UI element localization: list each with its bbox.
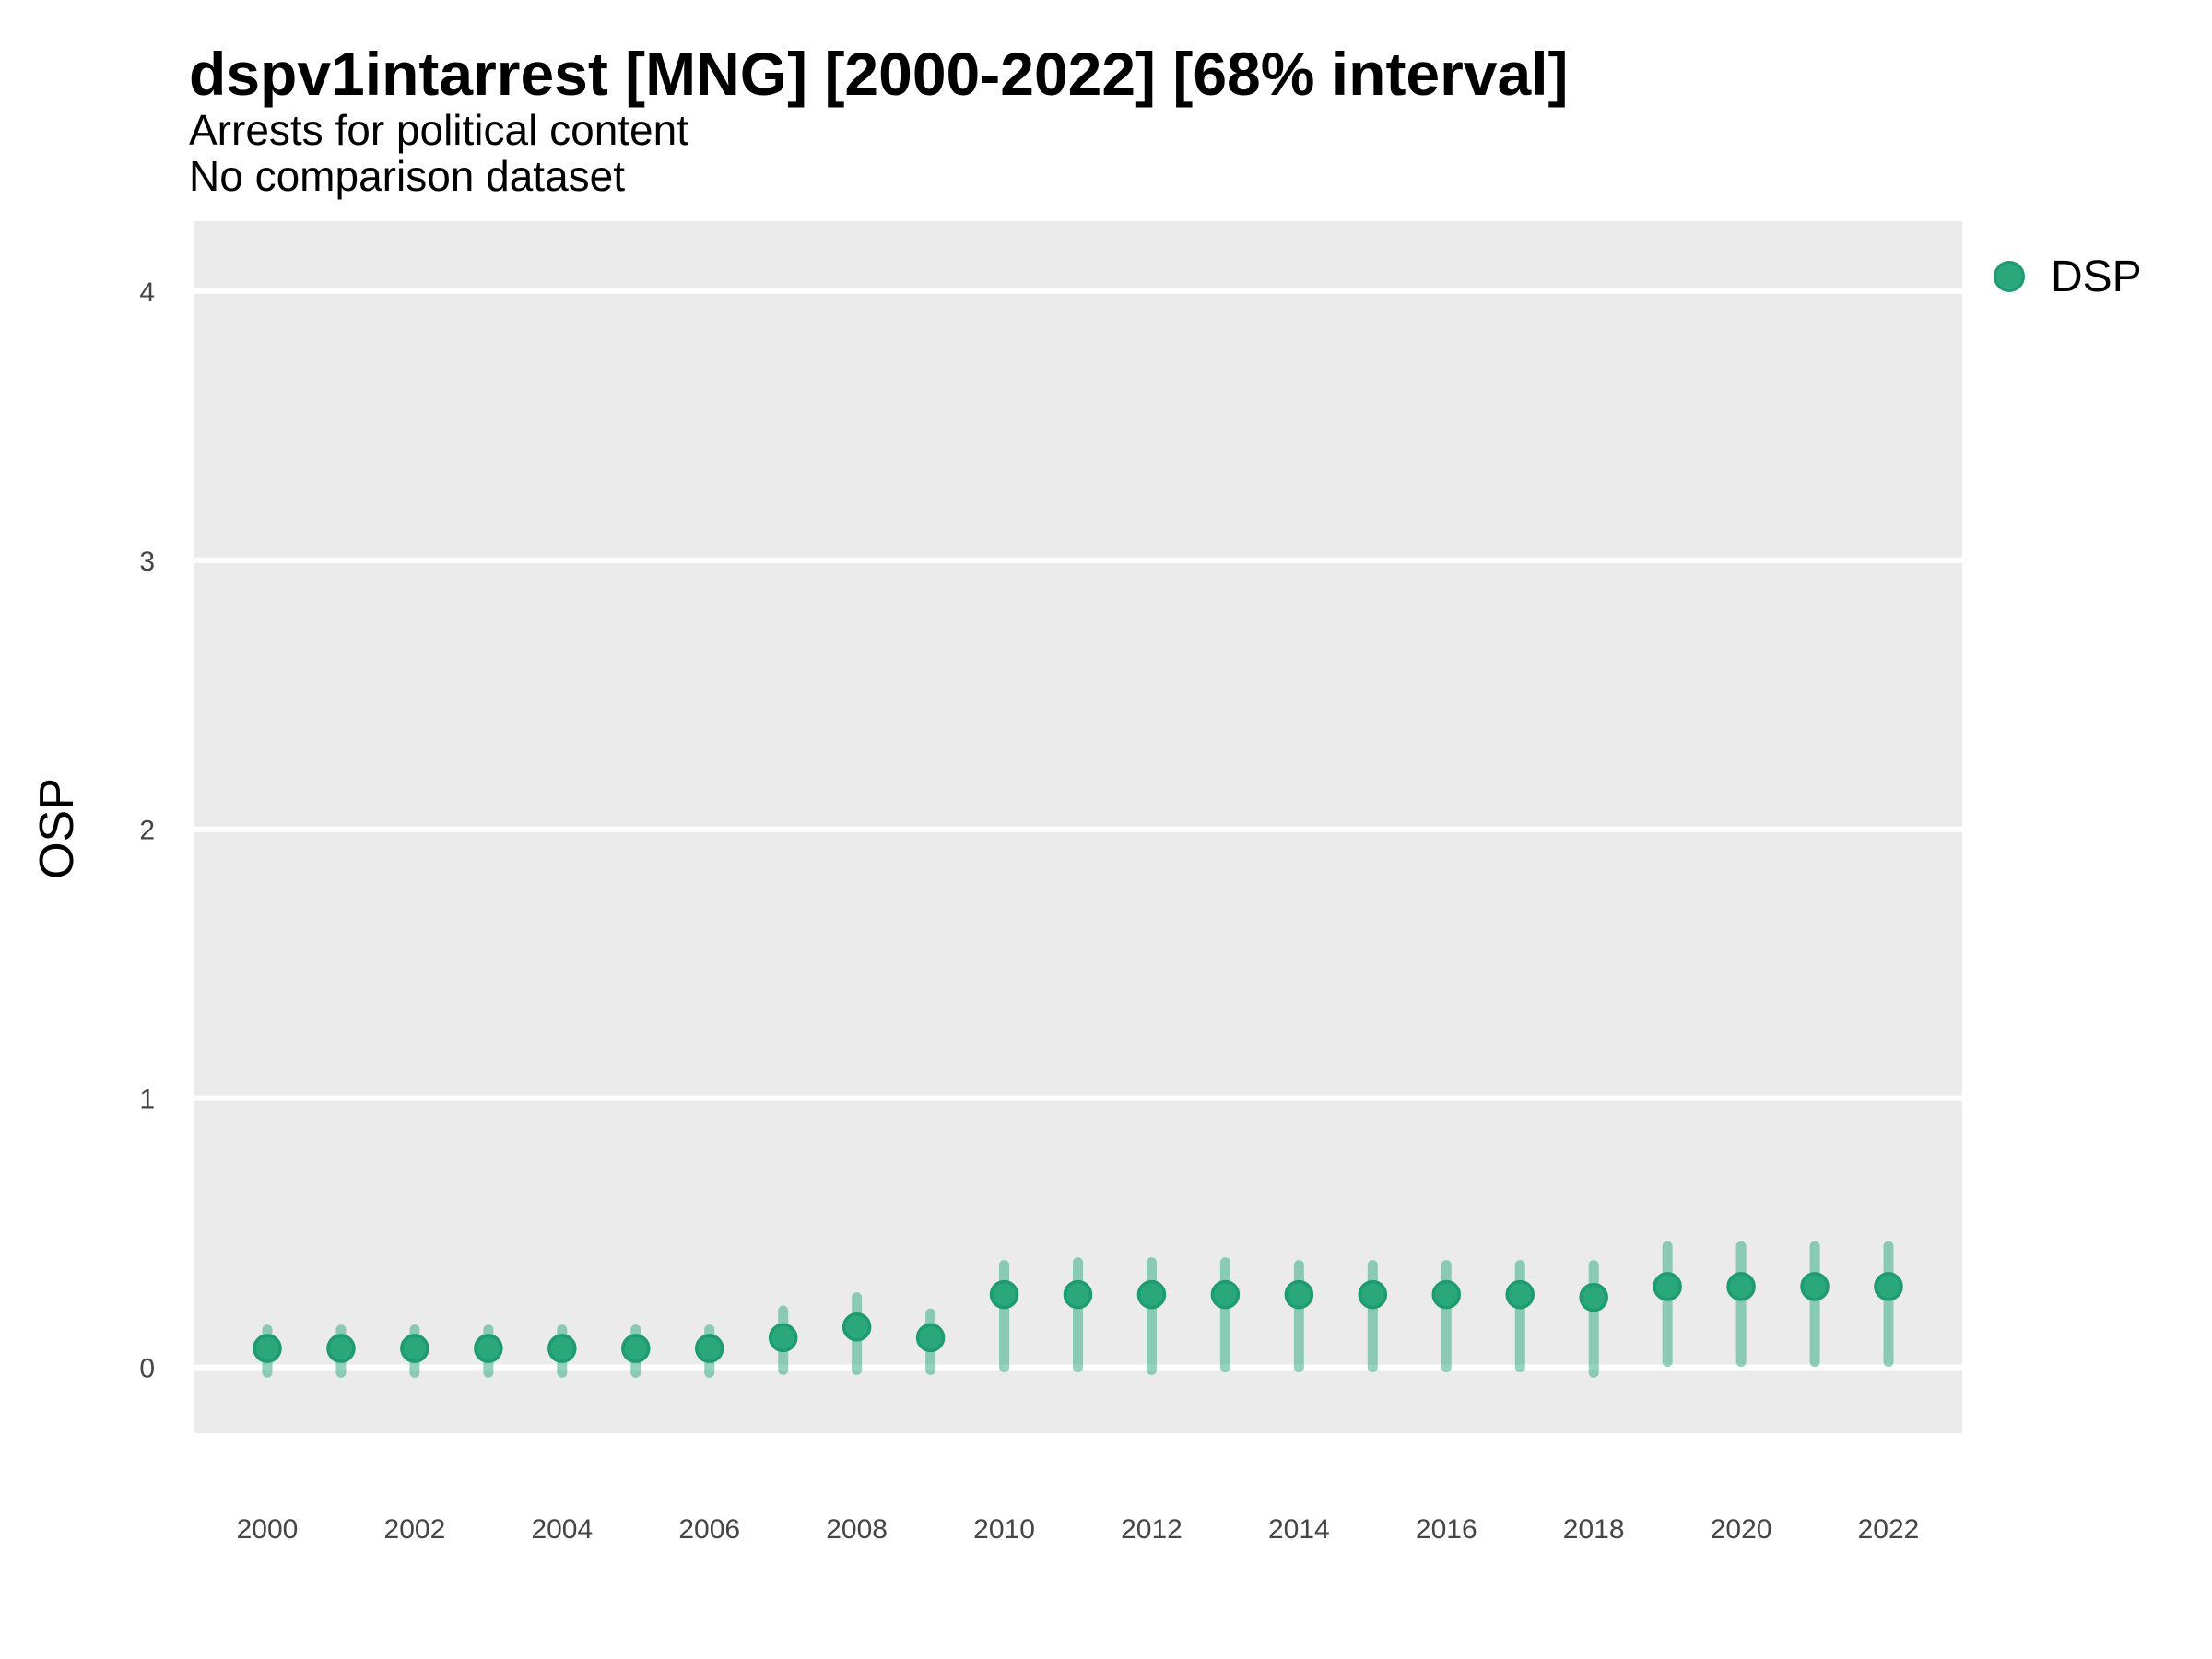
y-tick-label-4: 4 — [139, 277, 155, 308]
x-tick-label-2010: 2010 — [973, 1514, 1035, 1545]
x-tick-label-2002: 2002 — [384, 1514, 446, 1545]
data-point-2006 — [694, 1334, 724, 1363]
legend-label: DSP — [2051, 253, 2142, 301]
data-point-2020 — [1726, 1272, 1756, 1301]
data-point-2017 — [1505, 1279, 1535, 1310]
subtitle-line-1: Arrests for political content — [189, 106, 689, 154]
data-point-2004 — [547, 1334, 577, 1363]
data-point-2001 — [326, 1334, 356, 1363]
x-tick-label-2008: 2008 — [826, 1514, 888, 1545]
data-point-2018 — [1579, 1282, 1608, 1312]
data-point-2002 — [400, 1334, 429, 1363]
data-point-2000 — [253, 1334, 282, 1363]
data-point-2016 — [1431, 1279, 1462, 1310]
y-tick-label-2: 2 — [139, 816, 155, 846]
x-tick-label-2018: 2018 — [1563, 1514, 1625, 1545]
chart-subtitle: Arrests for political content No compari… — [189, 107, 688, 199]
legend-marker-icon — [1994, 261, 2025, 292]
subtitle-line-2: No comparison dataset — [189, 152, 626, 200]
data-point-2012 — [1136, 1279, 1167, 1310]
x-tick-label-2012: 2012 — [1121, 1514, 1182, 1545]
x-tick-label-2016: 2016 — [1416, 1514, 1477, 1545]
data-point-2022 — [1874, 1272, 1903, 1301]
data-point-2009 — [915, 1323, 946, 1353]
data-point-2019 — [1653, 1272, 1682, 1301]
x-tick-label-2020: 2020 — [1711, 1514, 1772, 1545]
x-tick-label-2022: 2022 — [1858, 1514, 1920, 1545]
x-tick-label-2004: 2004 — [531, 1514, 593, 1545]
x-tick-label-2006: 2006 — [678, 1514, 740, 1545]
y-tick-label-1: 1 — [139, 1085, 155, 1115]
data-point-2021 — [1800, 1272, 1830, 1301]
data-point-2013 — [1210, 1279, 1241, 1310]
data-point-2015 — [1358, 1279, 1388, 1310]
data-point-2010 — [989, 1279, 1019, 1310]
data-point-2011 — [1063, 1279, 1093, 1310]
x-tick-label-2014: 2014 — [1268, 1514, 1330, 1545]
data-point-2003 — [474, 1334, 503, 1363]
y-tick-label-0: 0 — [139, 1353, 155, 1383]
y-tick-label-3: 3 — [139, 547, 155, 577]
data-point-2005 — [621, 1334, 651, 1363]
x-tick-label-2000: 2000 — [237, 1514, 299, 1545]
data-point-2008 — [841, 1312, 872, 1342]
page-title: dspv1intarrest [MNG] [2000-2022] [68% in… — [189, 40, 1569, 108]
data-point-2007 — [768, 1323, 798, 1353]
data-point-2014 — [1284, 1279, 1314, 1310]
